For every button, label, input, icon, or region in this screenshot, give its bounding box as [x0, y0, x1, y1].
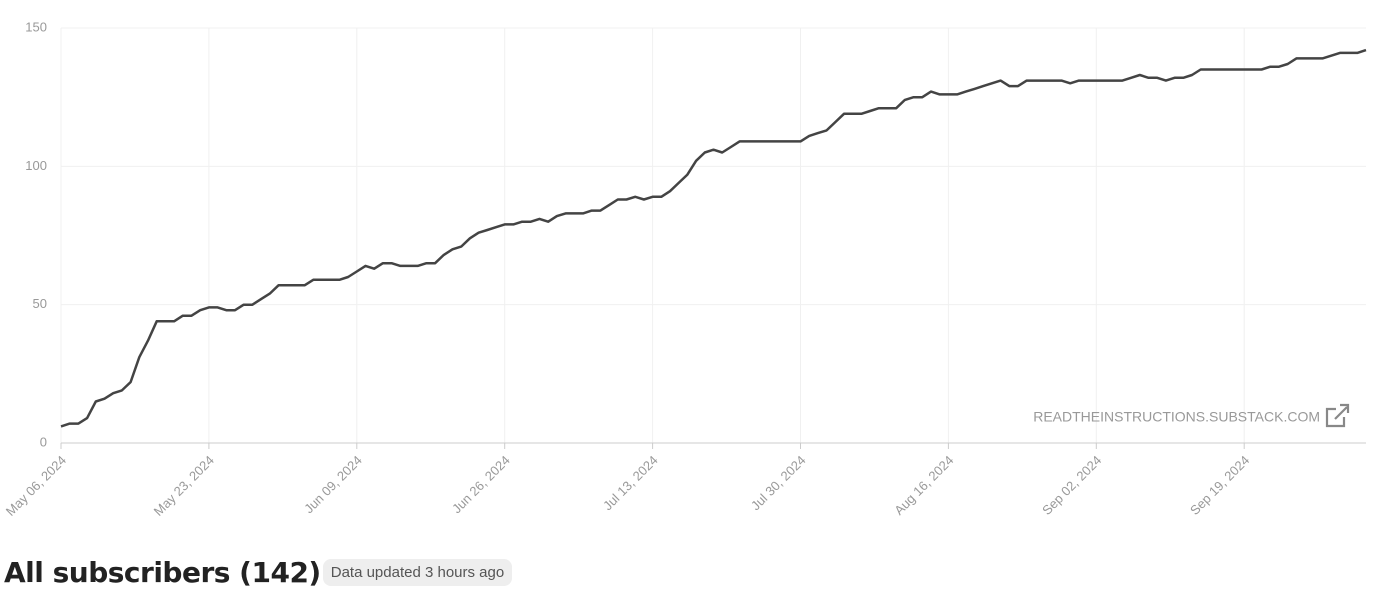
y-tick-label: 50 — [33, 296, 47, 311]
y-tick-label: 100 — [25, 158, 47, 173]
x-tick-label: May 06, 2024 — [3, 453, 69, 519]
x-tick-label: Jun 26, 2024 — [449, 453, 513, 517]
header: All subscribers (142) Data updated 3 hou… — [4, 556, 513, 589]
x-tick-label: Jun 09, 2024 — [301, 453, 365, 517]
x-tick-label: Aug 16, 2024 — [891, 453, 956, 518]
x-tick-label: Sep 02, 2024 — [1039, 453, 1104, 518]
external-link-icon[interactable] — [1325, 403, 1350, 428]
line — [60, 48, 1367, 428]
x-tick-label: Jul 30, 2024 — [748, 453, 809, 514]
x-tick-label: Jul 13, 2024 — [600, 453, 661, 514]
title: All subscribers (142) — [4, 556, 321, 589]
chart: Sep 19, 2024 Sep 02, 2024 Aug 16, 2024 Jul … — [3, 19, 1367, 519]
y-tick-label: 0 — [40, 434, 47, 449]
update-badge: Data updated 3 hours ago — [322, 559, 513, 586]
y-tick-label: 150 — [25, 19, 47, 34]
watermark: READTHEINSTRUCTIONS.SUBSTACK.COM — [1033, 409, 1320, 425]
x-tick-label: Sep 19, 2024 — [1187, 453, 1252, 518]
x-tick-label: May 23, 2024 — [151, 453, 217, 519]
